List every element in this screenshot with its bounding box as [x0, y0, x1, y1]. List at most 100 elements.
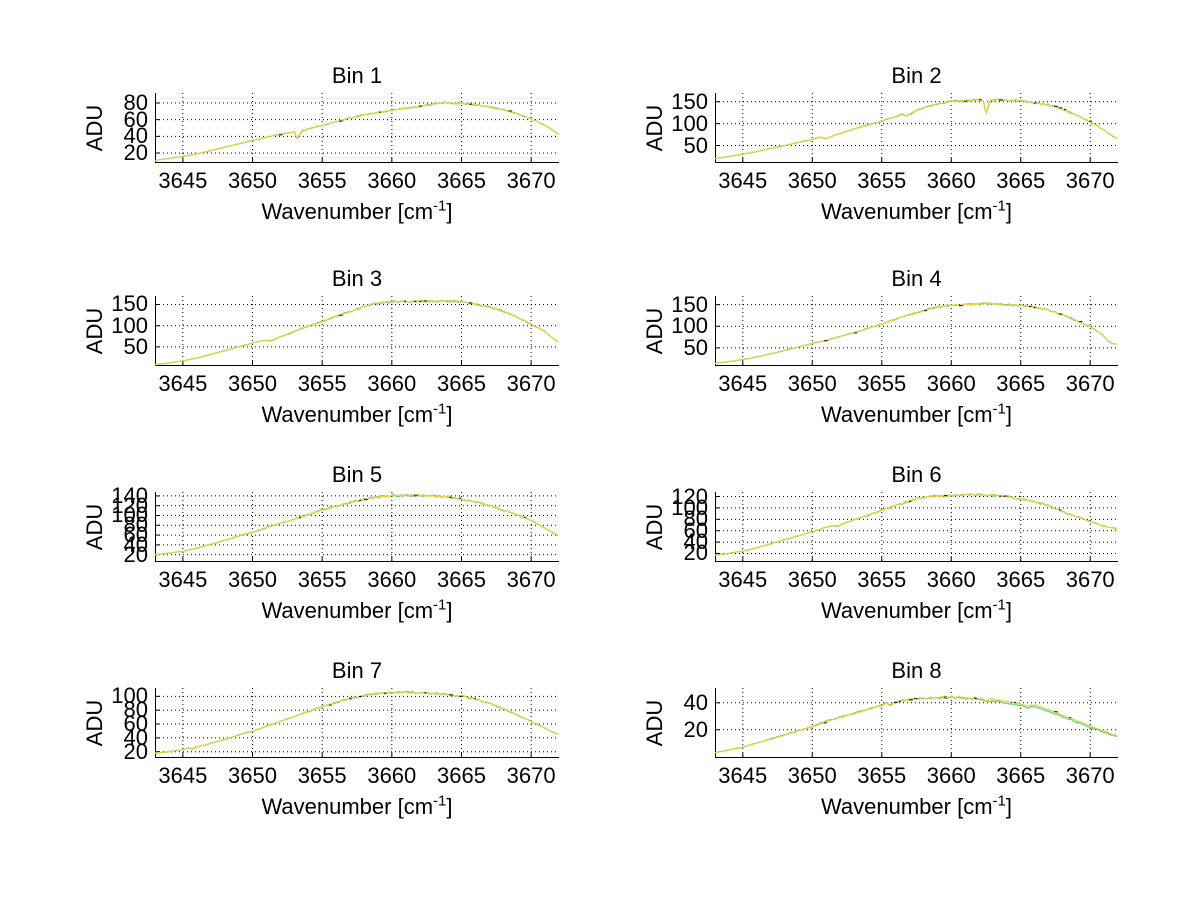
x-tick-label: 3650	[787, 168, 837, 193]
x-tick-label: 3645	[158, 168, 208, 193]
x-axis-label-sup: -1	[992, 400, 1006, 418]
x-tick-label: 3650	[228, 763, 277, 788]
x-axis-label-sup: -1	[433, 400, 447, 418]
x-tick-label: 3670	[506, 168, 556, 193]
series-yellow-line	[714, 301, 1118, 365]
x-tick-label: 3655	[297, 567, 347, 592]
plot-area	[154, 492, 559, 562]
y-tick-label: 50	[683, 334, 708, 360]
x-axis-label: Wavenumber [cm-1]	[155, 794, 559, 820]
plot-area	[714, 93, 1118, 163]
x-tick-label: 3650	[787, 763, 837, 788]
subplot-title: Bin 6	[891, 462, 942, 487]
x-tick-label: 3650	[787, 567, 837, 592]
y-tick-label: 150	[671, 88, 708, 114]
subplot-title: Bin 1	[331, 63, 383, 88]
x-axis-label-pre: Wavenumber [cm	[261, 598, 434, 623]
x-tick-label: 3670	[506, 371, 556, 396]
series-green-line	[714, 493, 1118, 556]
y-tick-label: 20	[123, 738, 148, 764]
x-axis-label-post: ]	[446, 199, 453, 224]
y-tick-label: 60	[123, 711, 148, 737]
x-tick-label: 3660	[367, 567, 417, 592]
series-yellow-line	[154, 299, 559, 366]
x-tick-label: 3670	[506, 567, 556, 592]
x-tick-label: 3650	[228, 567, 277, 592]
x-tick-label: 3665	[436, 371, 486, 396]
x-axis-label-pre: Wavenumber [cm	[820, 598, 993, 623]
x-tick-label: 3670	[1065, 567, 1115, 592]
y-tick-label: 50	[123, 333, 148, 359]
subplot-title: Bin 2	[891, 63, 942, 88]
y-tick-label: 40	[123, 724, 148, 750]
series-green-line	[154, 690, 559, 754]
subplot-title: Bin 4	[891, 266, 942, 291]
x-tick-label: 3665	[436, 168, 486, 193]
series-green-line	[714, 695, 1118, 754]
subplot-title: Bin 5	[331, 462, 383, 487]
y-tick-label: 100	[111, 683, 148, 709]
x-tick-label: 3660	[367, 371, 417, 396]
x-tick-label: 3645	[158, 371, 208, 396]
x-axis-label: Wavenumber [cm-1]	[715, 598, 1118, 624]
x-tick-label: 3660	[367, 763, 417, 788]
y-tick-label: 20	[683, 540, 708, 566]
x-axis-label-post: ]	[1005, 794, 1013, 819]
x-tick-label: 3645	[718, 567, 768, 592]
y-tick-label: 40	[683, 689, 708, 715]
x-tick-label: 3665	[996, 168, 1046, 193]
plot-area	[714, 296, 1118, 366]
x-tick-label: 3665	[436, 763, 486, 788]
series-green-line	[714, 302, 1118, 364]
y-tick-label: 150	[671, 291, 708, 317]
series-speckle-marks	[909, 495, 1062, 511]
y-tick-label: 100	[671, 494, 708, 520]
series-speckle-marks	[824, 696, 1072, 724]
y-tick-label: 50	[683, 132, 708, 158]
x-axis-label-sup: -1	[433, 197, 447, 215]
y-tick-label: 80	[683, 506, 708, 532]
x-axis-label: Wavenumber [cm-1]	[715, 402, 1118, 428]
series-yellow-line	[714, 98, 1118, 160]
series-speckle-marks	[329, 692, 477, 706]
x-axis-label-sup: -1	[992, 197, 1006, 215]
x-tick-label: 3670	[1065, 168, 1115, 193]
x-axis-label: Wavenumber [cm-1]	[155, 402, 559, 428]
x-tick-label: 3660	[926, 763, 976, 788]
series-speckle-marks	[824, 305, 1083, 342]
x-tick-label: 3645	[718, 168, 768, 193]
plot-area	[154, 688, 559, 758]
x-tick-label: 3650	[228, 168, 277, 193]
x-axis-label-post: ]	[446, 794, 453, 819]
plot-area	[154, 296, 559, 366]
y-tick-label: 140	[111, 482, 148, 508]
subplot-title: Bin 7	[331, 658, 383, 683]
x-tick-label: 3655	[857, 763, 907, 788]
series-yellow-line	[714, 492, 1118, 556]
y-tick-label: 100	[111, 502, 148, 528]
x-tick-label: 3665	[996, 763, 1046, 788]
x-tick-label: 3650	[228, 371, 277, 396]
series-green-line	[714, 98, 1118, 160]
y-tick-label: 60	[123, 106, 148, 132]
plot-area	[154, 93, 559, 163]
plot-area	[714, 688, 1118, 758]
x-axis-label-post: ]	[1005, 402, 1013, 427]
series-yellow-line	[154, 493, 559, 556]
x-tick-label: 3655	[857, 168, 907, 193]
x-axis-label: Wavenumber [cm-1]	[715, 794, 1118, 820]
x-tick-label: 3665	[996, 371, 1046, 396]
y-tick-label: 20	[123, 541, 148, 567]
y-tick-label: 60	[683, 517, 708, 543]
x-tick-label: 3670	[1065, 763, 1115, 788]
y-tick-label: 80	[123, 697, 148, 723]
y-tick-label: 20	[123, 140, 148, 165]
x-axis-label-pre: Wavenumber [cm	[261, 794, 434, 819]
x-axis-label: Wavenumber [cm-1]	[155, 199, 559, 225]
series-speckle-marks	[964, 99, 1092, 122]
series-green-line	[154, 101, 559, 162]
x-tick-label: 3655	[857, 371, 907, 396]
y-tick-label: 20	[683, 716, 708, 742]
y-tick-label: 80	[123, 90, 148, 115]
